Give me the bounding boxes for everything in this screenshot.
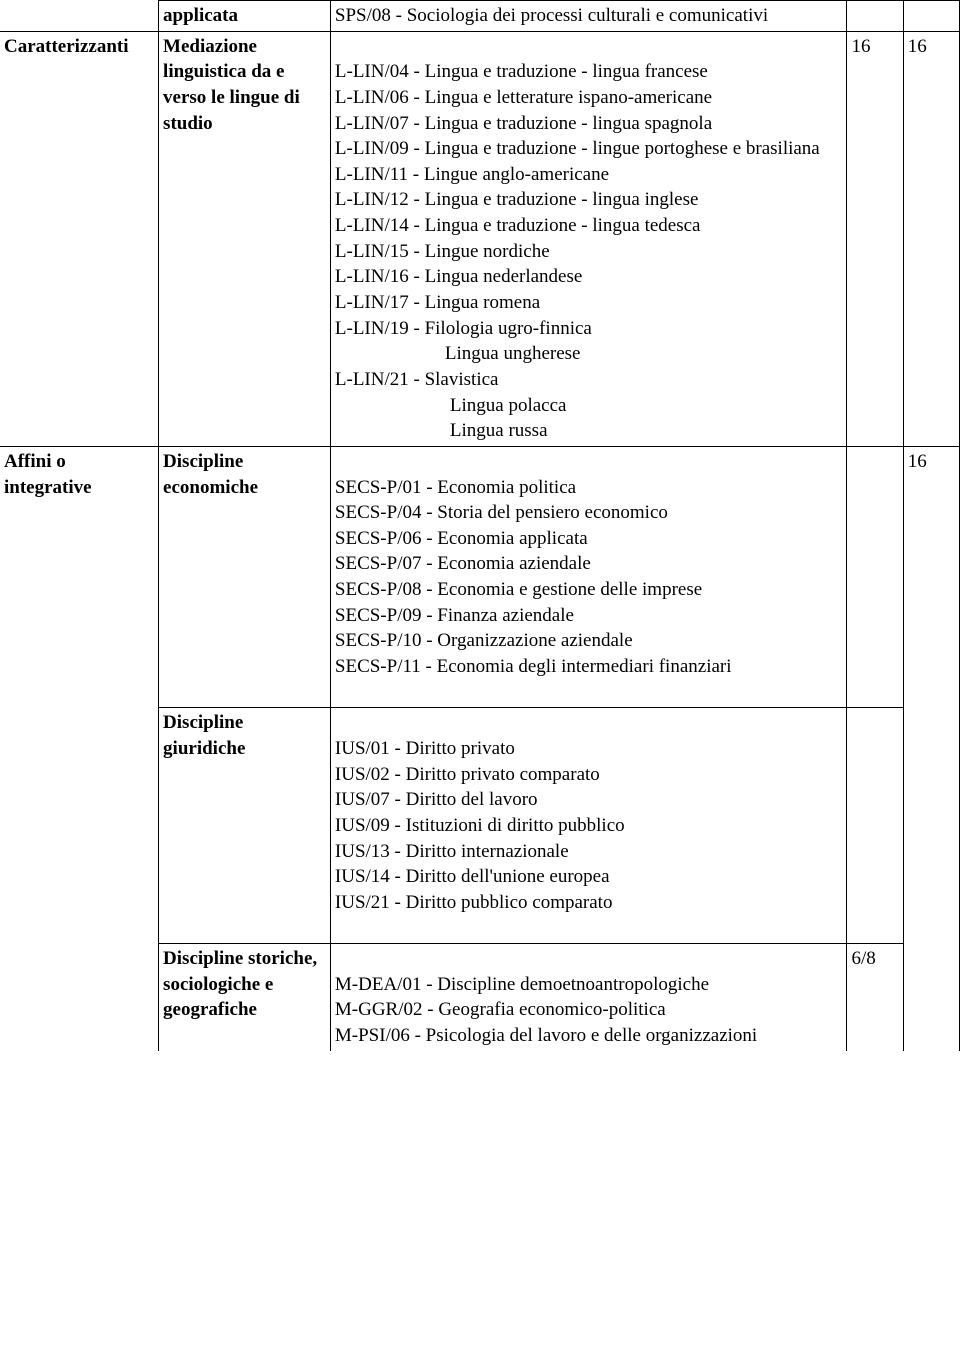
ssd-line: L-LIN/09 - Lingua e traduzione - lingue …: [335, 138, 820, 159]
cell-category: [0, 1, 159, 32]
ssd-line: M-DEA/01 - Discipline demoetnoantropolog…: [335, 974, 709, 995]
cell-cfu-a: 16: [847, 31, 903, 446]
ssd-line: M-GGR/02 - Geografia economico-politica: [335, 999, 666, 1020]
ssd-subline: Lingua ungherese: [335, 341, 843, 367]
cell-cfu-b: [903, 1, 959, 32]
cell-cfu-b: 16: [903, 446, 959, 1050]
cell-ssd: SPS/08 - Sociologia dei processi cultura…: [330, 1, 847, 32]
ssd-line: L-LIN/16 - Lingua nederlandese: [335, 266, 582, 287]
ssd-line: SECS-P/01 - Economia politica: [335, 477, 576, 498]
cell-cfu-a: [847, 708, 903, 944]
cell-ssd: IUS/01 - Diritto privato IUS/02 - Diritt…: [330, 708, 847, 944]
table-row: Caratterizzanti Mediazione linguistica d…: [0, 31, 960, 446]
ssd-line: SECS-P/11 - Economia degli intermediari …: [335, 656, 732, 677]
ssd-line: SECS-P/09 - Finanza aziendale: [335, 605, 574, 626]
cell-ssd: L-LIN/04 - Lingua e traduzione - lingua …: [330, 31, 847, 446]
ssd-line: L-LIN/04 - Lingua e traduzione - lingua …: [335, 61, 708, 82]
ssd-line: SECS-P/04 - Storia del pensiero economic…: [335, 502, 668, 523]
ssd-line: L-LIN/11 - Lingue anglo-americane: [335, 164, 609, 185]
ssd-line: IUS/07 - Diritto del lavoro: [335, 789, 538, 810]
ssd-line: L-LIN/06 - Lingua e letterature ispano-a…: [335, 87, 712, 108]
cell-cfu-a: 6/8: [847, 944, 903, 1051]
cell-ambito: Discipline economiche: [159, 446, 331, 707]
table-row: Affini o integrative Discipline economic…: [0, 446, 960, 707]
ssd-line: L-LIN/07 - Lingua e traduzione - lingua …: [335, 113, 712, 134]
ssd-subline: Lingua russa: [335, 418, 843, 444]
cell-ambito: Mediazione linguistica da e verso le lin…: [159, 31, 331, 446]
ssd-line: M-PSI/06 - Psicologia del lavoro e delle…: [335, 1025, 757, 1046]
ssd-line: IUS/21 - Diritto pubblico comparato: [335, 892, 613, 913]
ssd-line: IUS/01 - Diritto privato: [335, 738, 515, 759]
ssd-line: IUS/09 - Istituzioni di diritto pubblico: [335, 815, 625, 836]
ssd-line: L-LIN/15 - Lingue nordiche: [335, 241, 550, 262]
ssd-line: L-LIN/14 - Lingua e traduzione - lingua …: [335, 215, 701, 236]
ssd-line: L-LIN/19 - Filologia ugro-finnica: [335, 318, 592, 339]
table-row: applicata SPS/08 - Sociologia dei proces…: [0, 1, 960, 32]
cell-cfu-b: 16: [903, 31, 959, 446]
cell-cfu-a: [847, 1, 903, 32]
cell-ssd: SECS-P/01 - Economia politica SECS-P/04 …: [330, 446, 847, 707]
cell-ssd: M-DEA/01 - Discipline demoetnoantropolog…: [330, 944, 847, 1051]
cell-cfu-a: [847, 446, 903, 707]
ssd-line: SECS-P/10 - Organizzazione aziendale: [335, 630, 633, 651]
ssd-line: IUS/02 - Diritto privato comparato: [335, 764, 600, 785]
ssd-line: IUS/14 - Diritto dell'unione europea: [335, 866, 610, 887]
ssd-line: SECS-P/08 - Economia e gestione delle im…: [335, 579, 702, 600]
ssd-line: L-LIN/12 - Lingua e traduzione - lingua …: [335, 189, 699, 210]
cell-ambito: Discipline storiche, sociologiche e geog…: [159, 944, 331, 1051]
ssd-subline: Lingua polacca: [335, 393, 843, 419]
cell-ambito: applicata: [159, 1, 331, 32]
cell-ambito: Discipline giuridiche: [159, 708, 331, 944]
ssd-line: SECS-P/07 - Economia aziendale: [335, 553, 591, 574]
ssd-line: SECS-P/06 - Economia applicata: [335, 528, 588, 549]
ssd-line: L-LIN/17 - Lingua romena: [335, 292, 540, 313]
ssd-line: L-LIN/21 - Slavistica: [335, 369, 499, 390]
ssd-line: IUS/13 - Diritto internazionale: [335, 841, 569, 862]
course-table: applicata SPS/08 - Sociologia dei proces…: [0, 0, 960, 1051]
cell-category: Affini o integrative: [0, 446, 159, 1050]
cell-category: Caratterizzanti: [0, 31, 159, 446]
